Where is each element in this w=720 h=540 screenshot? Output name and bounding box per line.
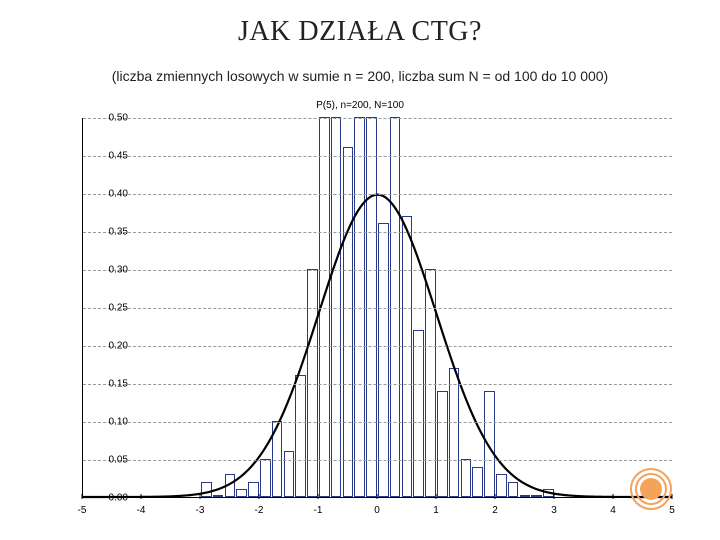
chart-gridline [83, 384, 672, 385]
chart-xtick-label: 0 [374, 505, 380, 516]
chart-xtick-label: -5 [78, 505, 87, 516]
chart-xtick-mark [259, 494, 260, 499]
chart-xtick-mark [436, 494, 437, 499]
chart-ytick-label: 0.05 [88, 455, 128, 466]
chart-gridline [83, 156, 672, 157]
chart-ytick-label: 0.50 [88, 113, 128, 124]
chart-gridline [83, 346, 672, 347]
chart-xtick-label: 4 [610, 505, 616, 516]
chart-gridline [83, 422, 672, 423]
chart-gridline [83, 308, 672, 309]
slide: JAK DZIAŁA CTG? (liczba zmiennych losowy… [0, 0, 720, 540]
chart-xtick-label: -2 [255, 505, 264, 516]
chart-xtick-mark [82, 494, 83, 499]
page-subtitle: (liczba zmiennych losowych w sumie n = 2… [0, 68, 720, 84]
chart-xtick-mark [200, 494, 201, 499]
chart-gridline [83, 118, 672, 119]
chart-xtick-mark [613, 494, 614, 499]
chart-xtick-mark [141, 494, 142, 499]
chart-gridline [83, 270, 672, 271]
chart-gridline [83, 194, 672, 195]
chart: P(5), n=200, N=100 0.00 0.05 0.10 0.15 0.20 0… [40, 100, 680, 520]
chart-title: P(5), n=200, N=100 [40, 100, 680, 111]
chart-gridline [83, 460, 672, 461]
chart-xtick-label: -3 [196, 505, 205, 516]
chart-xtick-mark [377, 494, 378, 499]
chart-xtick-label: -4 [137, 505, 146, 516]
chart-ytick-label: 0.40 [88, 189, 128, 200]
chart-ytick-label: 0.00 [88, 493, 128, 504]
chart-ytick-label: 0.30 [88, 265, 128, 276]
page-title: JAK DZIAŁA CTG? [0, 16, 720, 48]
chart-xtick-label: 3 [551, 505, 557, 516]
chart-ytick-label: 0.35 [88, 227, 128, 238]
chart-ytick-label: 0.10 [88, 417, 128, 428]
chart-xtick-label: 1 [433, 505, 439, 516]
chart-xtick-mark [554, 494, 555, 499]
chart-ytick-label: 0.20 [88, 341, 128, 352]
chart-xtick-mark [495, 494, 496, 499]
chart-xtick-label: -1 [314, 505, 323, 516]
chart-gridline [83, 232, 672, 233]
chart-ytick-label: 0.25 [88, 303, 128, 314]
chart-xtick-label: 2 [492, 505, 498, 516]
chart-ytick-label: 0.45 [88, 151, 128, 162]
slide-decor-circle [630, 468, 672, 510]
chart-ytick-label: 0.15 [88, 379, 128, 390]
chart-xtick-mark [318, 494, 319, 499]
chart-plot-area [82, 118, 672, 498]
